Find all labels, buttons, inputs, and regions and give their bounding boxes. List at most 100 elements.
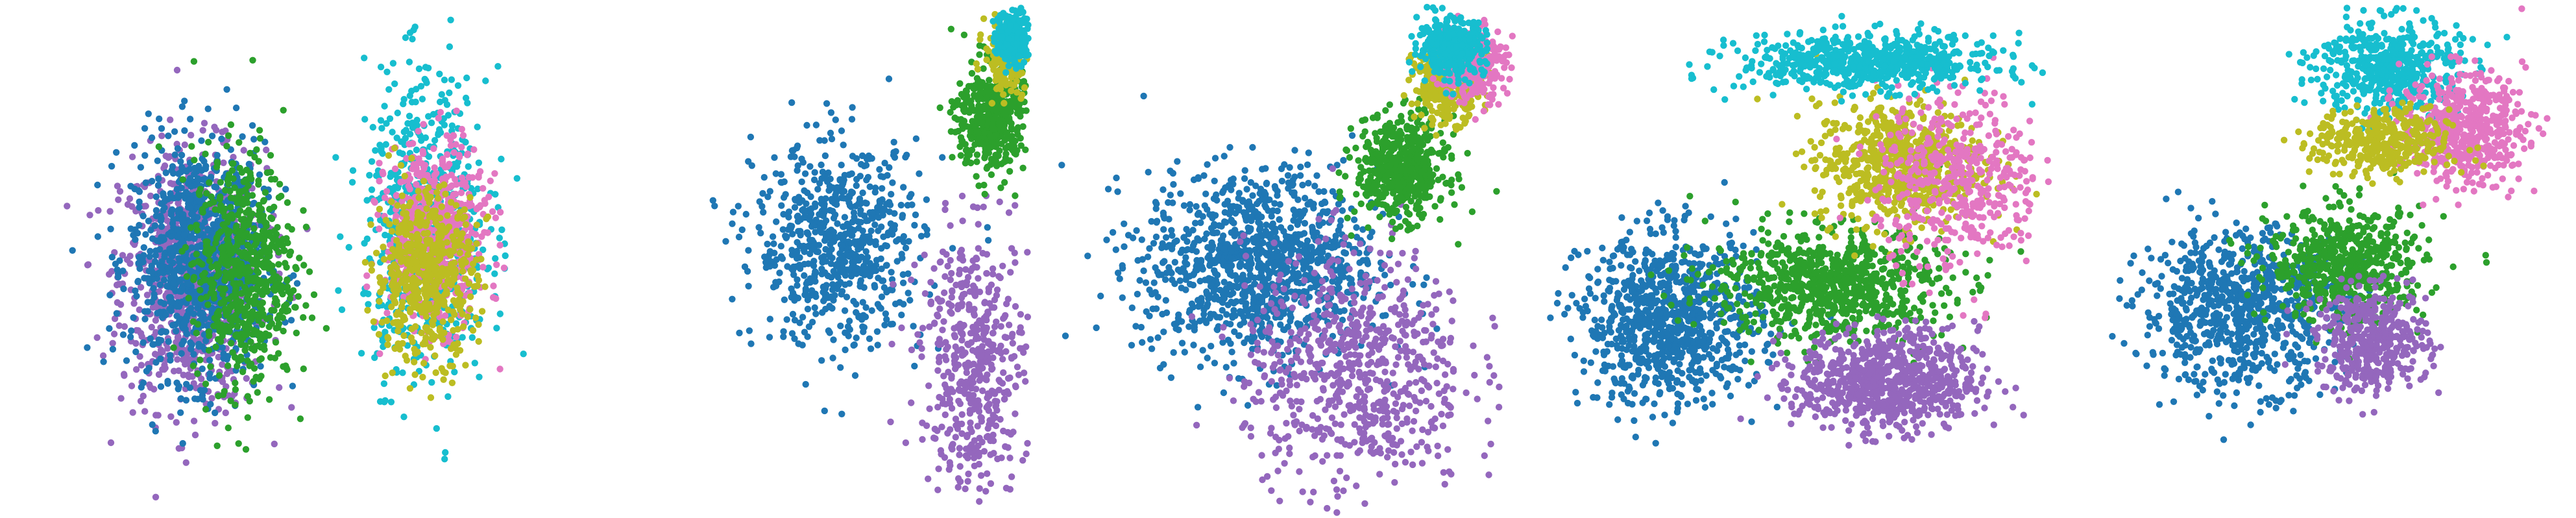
scatter-point-cyan [454, 82, 462, 89]
scatter-point-blue [871, 267, 879, 275]
scatter-point-purple [276, 384, 283, 391]
scatter-point-green [242, 446, 250, 453]
scatter-point-blue [810, 245, 818, 253]
scatter-point-green [191, 156, 198, 164]
scatter-point-green [225, 180, 232, 188]
scatter-point-purple [93, 334, 101, 341]
scatter-point-blue [157, 337, 165, 344]
scatter-point-purple [132, 366, 140, 373]
scatter-point-olive [459, 267, 467, 275]
scatter-point-olive [481, 283, 489, 290]
scatter-point-olive [408, 154, 415, 162]
scatter-point-cyan [398, 138, 405, 145]
scatter-point-blue [825, 232, 832, 240]
scatter-point-olive [401, 271, 409, 278]
scatter-point-purple [148, 323, 155, 331]
scatter-point-cyan [413, 116, 420, 124]
scatter-point-olive [367, 221, 374, 228]
scatter-point-green [190, 276, 197, 284]
scatter-point-purple [136, 353, 143, 360]
scatter-point-blue [863, 269, 871, 277]
scatter-point-blue [158, 223, 165, 230]
scatter-point-pink [363, 283, 371, 290]
scatter-point-green [234, 199, 241, 206]
scatter-point-cyan [389, 129, 396, 136]
scatter-point-purple [188, 132, 195, 139]
scatter-point-blue [154, 182, 162, 189]
scatter-point-olive [370, 318, 378, 325]
scatter-point-blue [791, 295, 798, 302]
scatter-point-green [283, 235, 290, 242]
scatter-point-blue [152, 247, 160, 254]
scatter-point-olive [473, 240, 480, 247]
scatter-point-blue [257, 363, 264, 370]
scatter-point-olive [402, 218, 409, 225]
scatter-point-blue [910, 323, 917, 330]
scatter-point-blue [845, 317, 853, 325]
scatter-point-pink [468, 229, 476, 236]
scatter-point-purple [152, 493, 160, 500]
scatter-point-blue [857, 282, 864, 290]
scatter-point-purple [64, 203, 71, 210]
scatter-point-blue [897, 201, 905, 209]
scatter-point-blue [175, 191, 182, 199]
scatter-point-olive [411, 371, 419, 378]
scatter-point-purple [158, 132, 165, 140]
scatter-point-purple [962, 485, 969, 493]
scatter-point-cyan [337, 233, 344, 240]
scatter-point-olive [464, 313, 471, 321]
scatter-point-blue [766, 334, 773, 341]
scatter-point-blue [862, 199, 869, 206]
scatter-point-blue [147, 335, 154, 342]
scatter-point-olive [421, 338, 428, 345]
scatter-point-purple [110, 330, 118, 338]
scatter-point-olive [450, 308, 457, 315]
scatter-point-cyan [417, 82, 425, 90]
scatter-point-green [272, 295, 279, 302]
scatter-point-green [193, 251, 200, 258]
scatter-point-pink [496, 365, 504, 373]
scatter-point-blue [899, 279, 907, 286]
scatter-point-olive [409, 234, 417, 241]
scatter-point-olive [408, 325, 415, 332]
scatter-point-green [221, 213, 228, 220]
scatter-point-blue [840, 195, 847, 202]
scatter-point-green [222, 186, 229, 194]
scatter-point-pink [376, 350, 383, 358]
scatter-point-purple [170, 367, 178, 375]
scatter-point-cyan [338, 306, 346, 314]
scatter-point-blue [745, 158, 752, 165]
scatter-point-pink [435, 114, 442, 122]
scatter-point-blue [152, 428, 159, 435]
scatter-point-green [263, 315, 271, 323]
scatter-point-olive [387, 270, 395, 277]
scatter-point-pink [419, 147, 426, 155]
scatter-point-cyan [422, 64, 430, 71]
scatter-point-green [256, 127, 263, 134]
scatter-point-olive [454, 242, 461, 249]
scatter-point-olive [406, 295, 413, 302]
scatter-point-blue [890, 138, 897, 146]
scatter-point-blue [844, 323, 852, 330]
scatter-point-olive [467, 293, 474, 301]
scatter-point-purple [143, 291, 151, 299]
scatter-point-cyan [444, 393, 452, 401]
scatter-point-cyan [474, 123, 481, 130]
scatter-point-purple [141, 408, 149, 415]
scatter-point-blue [770, 240, 777, 247]
scatter-point-blue [803, 121, 810, 129]
scatter-point-pink [457, 189, 465, 197]
scatter-point-blue [902, 244, 910, 252]
scatter-point-blue [144, 308, 151, 315]
scatter-point-green [185, 295, 192, 302]
scatter-point-blue [156, 115, 163, 123]
scatter-point-blue [769, 233, 777, 240]
scatter-point-pink [459, 132, 467, 139]
scatter-point-blue [984, 224, 991, 231]
scatter-point-olive [422, 253, 430, 260]
scatter-point-blue [879, 185, 886, 192]
scatter-point-olive [384, 341, 391, 349]
scatter-point-green [272, 339, 280, 346]
scatter-point-blue [170, 216, 177, 223]
